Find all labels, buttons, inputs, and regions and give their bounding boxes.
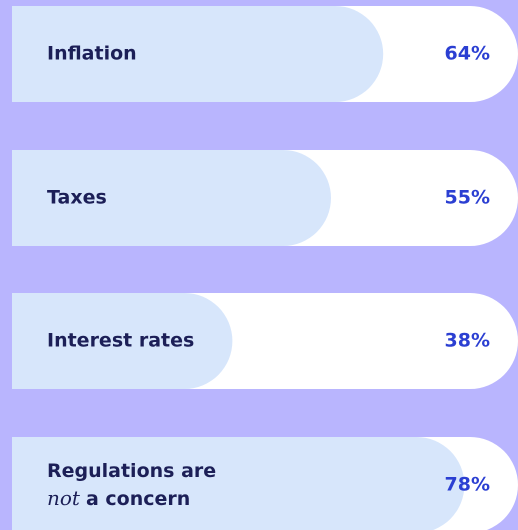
bar xyxy=(12,293,233,389)
value-label: 55% xyxy=(445,187,490,209)
category-label: Taxes xyxy=(47,187,107,209)
value-label: 78% xyxy=(445,474,490,496)
bar xyxy=(12,150,331,246)
label-part: not xyxy=(47,486,81,510)
value-label: 38% xyxy=(445,330,490,352)
category-label: Inflation xyxy=(47,43,137,65)
value-label: 64% xyxy=(445,43,490,65)
bar xyxy=(12,437,465,530)
bar xyxy=(12,6,384,102)
category-label: Interest rates xyxy=(47,330,194,352)
label-part: Regulations are xyxy=(47,460,216,482)
label-part: a concern xyxy=(86,488,190,510)
category-label: Regulations are not a concern xyxy=(47,460,216,510)
